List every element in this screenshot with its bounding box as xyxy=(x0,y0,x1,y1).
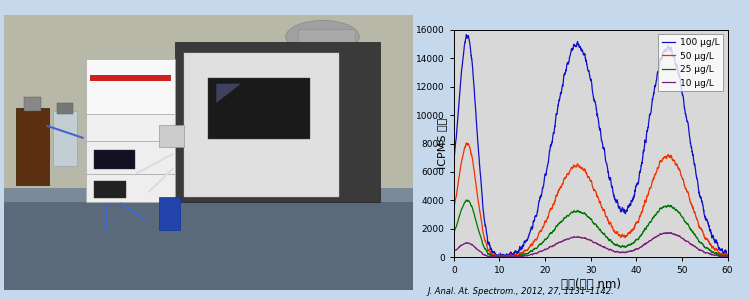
Ellipse shape xyxy=(286,20,359,54)
Line: 100 μg/L: 100 μg/L xyxy=(454,35,728,257)
Bar xyxy=(86,59,176,114)
Bar xyxy=(53,111,77,166)
Bar xyxy=(94,181,126,198)
Bar xyxy=(184,54,339,196)
Bar xyxy=(4,188,413,202)
10 μg/L xyxy=(464,242,472,245)
Bar xyxy=(16,109,49,185)
Bar xyxy=(89,75,171,81)
10 μg/L xyxy=(583,237,592,241)
25 μg/L xyxy=(575,210,584,214)
Bar xyxy=(159,196,179,230)
Text: J. Anal. At. Spectrom., 2012, 27, 1131–1142.: J. Anal. At. Spectrom., 2012, 27, 1131–1… xyxy=(427,287,614,296)
10 μg/L xyxy=(716,254,724,258)
50 μg/L xyxy=(449,208,458,211)
50 μg/L xyxy=(575,165,584,169)
100 μg/L xyxy=(716,247,724,251)
Bar xyxy=(24,97,40,111)
10 μg/L xyxy=(665,231,674,235)
50 μg/L xyxy=(464,142,472,146)
100 μg/L xyxy=(665,48,674,51)
25 μg/L xyxy=(449,231,458,235)
100 μg/L xyxy=(464,35,472,39)
Bar xyxy=(4,194,413,290)
Bar xyxy=(159,125,184,147)
10 μg/L xyxy=(663,231,672,234)
Bar xyxy=(176,42,380,202)
100 μg/L xyxy=(716,247,724,251)
10 μg/L xyxy=(492,255,501,259)
Bar xyxy=(57,103,74,114)
100 μg/L xyxy=(583,65,592,68)
Legend: 100 μg/L, 50 μg/L, 25 μg/L, 10 μg/L: 100 μg/L, 50 μg/L, 25 μg/L, 10 μg/L xyxy=(658,34,723,91)
Line: 10 μg/L: 10 μg/L xyxy=(454,233,728,257)
Text: ICPMS 响应: ICPMS 响应 xyxy=(437,118,448,169)
100 μg/L xyxy=(495,255,504,259)
25 μg/L xyxy=(665,205,674,208)
Bar xyxy=(298,29,356,97)
50 μg/L xyxy=(583,174,592,177)
100 μg/L xyxy=(449,162,458,166)
10 μg/L xyxy=(449,249,458,253)
Bar xyxy=(86,141,176,175)
Polygon shape xyxy=(216,84,241,103)
Bar xyxy=(4,15,413,208)
50 μg/L xyxy=(493,255,502,259)
10 μg/L xyxy=(723,255,732,259)
Bar xyxy=(94,150,134,169)
50 μg/L xyxy=(716,251,724,255)
Line: 50 μg/L: 50 μg/L xyxy=(454,143,728,257)
100 μg/L xyxy=(575,45,584,49)
25 μg/L xyxy=(464,199,472,202)
100 μg/L xyxy=(723,255,732,259)
100 μg/L xyxy=(462,33,471,36)
Line: 25 μg/L: 25 μg/L xyxy=(454,200,728,257)
25 μg/L xyxy=(723,255,732,259)
Bar xyxy=(209,78,310,139)
50 μg/L xyxy=(716,251,724,255)
Bar xyxy=(86,114,176,141)
50 μg/L xyxy=(665,155,674,159)
X-axis label: 直径(纳米 nm): 直径(纳米 nm) xyxy=(560,278,621,291)
10 μg/L xyxy=(716,254,724,258)
50 μg/L xyxy=(462,141,471,145)
25 μg/L xyxy=(716,254,724,257)
Bar xyxy=(86,175,176,202)
25 μg/L xyxy=(492,255,501,259)
10 μg/L xyxy=(575,236,584,239)
25 μg/L xyxy=(716,253,724,257)
50 μg/L xyxy=(723,255,732,259)
25 μg/L xyxy=(583,214,592,218)
25 μg/L xyxy=(462,198,471,202)
